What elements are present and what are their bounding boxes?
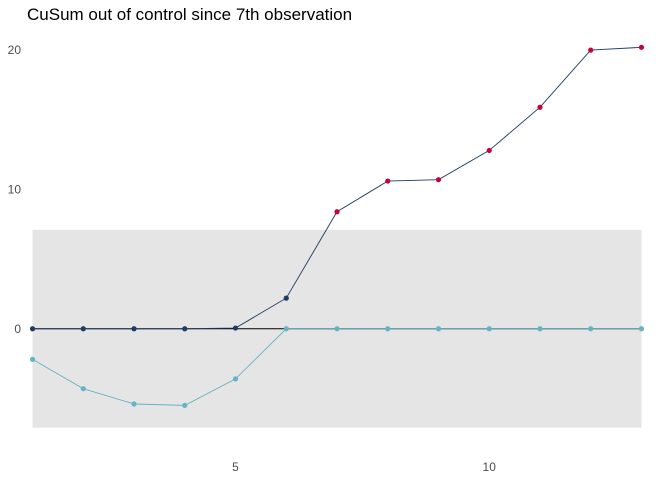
upper-cusum-point [29,326,36,332]
y-tick-label: 10 [8,182,22,196]
upper-cusum-point-out-of-control [588,47,594,53]
chart-title: CuSum out of control since 7th observati… [27,5,353,24]
y-tick-label: 20 [8,43,22,57]
lower-cusum-point [638,326,645,332]
lower-cusum-point [486,326,492,332]
lower-cusum-point [537,326,543,332]
upper-cusum-point [182,326,188,332]
upper-cusum-point-out-of-control [435,177,442,183]
upper-cusum-point-out-of-control [638,44,645,50]
lower-cusum-point [80,386,86,392]
lower-cusum-point [385,326,391,332]
upper-cusum-point [131,326,137,332]
lower-cusum-point [283,326,289,332]
x-tick-label: 5 [232,460,239,474]
upper-cusum-point [80,326,86,332]
upper-cusum-point [283,295,289,301]
upper-cusum-point-out-of-control [486,147,492,154]
y-axis-ticks: 0 10 20 [8,43,22,336]
lower-cusum-point [29,356,36,363]
y-tick-label: 0 [14,322,21,336]
upper-cusum-point-out-of-control [385,178,391,184]
lower-cusum-point [334,326,340,332]
lower-cusum-point [588,326,594,332]
lower-cusum-point [232,376,239,382]
series-layer [29,44,645,408]
lower-cusum-point [182,402,188,408]
x-tick-label: 10 [483,460,497,474]
lower-cusum-point [435,326,442,332]
upper-cusum-point [232,325,239,331]
lower-cusum-point [131,401,137,407]
upper-cusum-point-out-of-control [334,209,340,215]
upper-cusum-point-out-of-control [537,104,543,110]
x-axis-ticks: 5 10 [232,460,496,474]
